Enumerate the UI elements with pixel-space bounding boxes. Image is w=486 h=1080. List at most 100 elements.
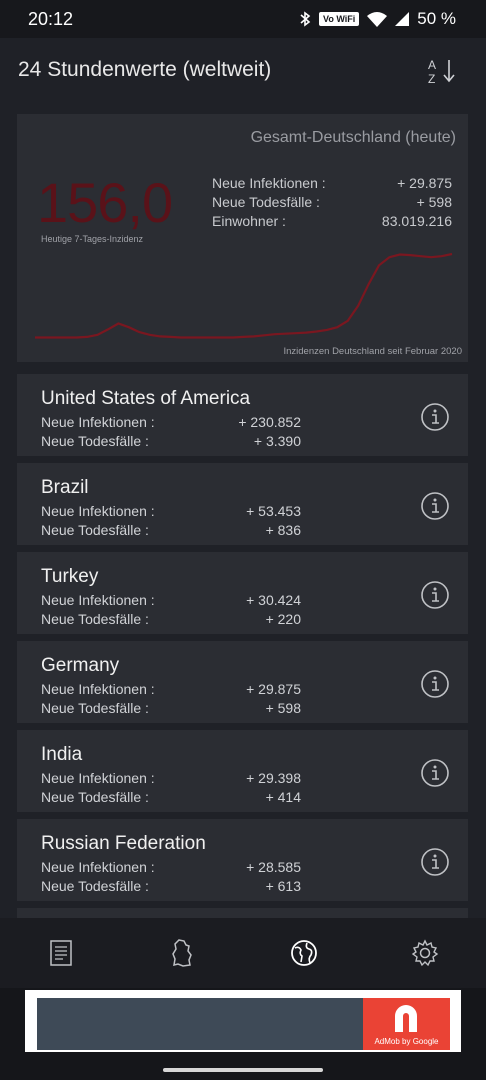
bluetooth-icon <box>300 11 311 27</box>
nav-world[interactable] <box>243 918 365 988</box>
ad-caption: AdMob by Google <box>374 1037 439 1046</box>
country-name: Turkey <box>41 566 99 587</box>
chart-caption: Inzidenzen Deutschland seit Februar 2020 <box>283 346 462 357</box>
incidence-label: Heutige 7-Tages-Inzidenz <box>41 234 144 244</box>
country-name: Russian Federation <box>41 833 206 854</box>
deaths-label: Neue Todesfälle : <box>41 611 149 627</box>
deaths-value: + 836 <box>265 522 301 538</box>
nav-news[interactable] <box>0 918 122 988</box>
country-name: Brazil <box>41 477 89 498</box>
list-item-country[interactable]: Brazil Neue Infektionen : + 53.453 Neue T… <box>17 463 468 545</box>
infections-row: Neue Infektionen : + 30.424 <box>41 592 301 608</box>
ad-banner[interactable]: AdMob by Google <box>25 990 461 1052</box>
infections-label: Neue Infektionen : <box>41 859 155 875</box>
list-item-country[interactable]: Turkey Neue Infektionen : + 30.424 Neue T… <box>17 552 468 634</box>
stat-label: Einwohner : <box>212 213 286 229</box>
infections-value: + 28.585 <box>246 859 301 875</box>
info-icon[interactable] <box>420 402 450 432</box>
status-bar: 20:12 Vo WiFi 50 % <box>0 0 486 38</box>
wifi-icon <box>367 12 388 27</box>
info-icon[interactable] <box>420 491 450 521</box>
admob-logo: AdMob by Google <box>363 998 450 1050</box>
info-icon[interactable] <box>420 669 450 699</box>
deaths-row: Neue Todesfälle : + 414 <box>41 789 301 805</box>
signal-icon <box>395 12 410 26</box>
deaths-row: Neue Todesfälle : + 598 <box>41 700 301 716</box>
stat-row-infections: Neue Infektionen : + 29.875 <box>212 175 452 194</box>
deaths-label: Neue Todesfälle : <box>41 878 149 894</box>
deaths-row: Neue Todesfälle : + 836 <box>41 522 301 538</box>
germany-summary-title: Gesamt-Deutschland (heute) <box>250 129 456 146</box>
infections-value: + 230.852 <box>238 414 301 430</box>
nav-germany[interactable] <box>122 918 244 988</box>
page-title: 24 Stundenwerte (weltweit) <box>18 58 272 81</box>
list-item-country[interactable]: Germany Neue Infektionen : + 29.875 Neue … <box>17 641 468 723</box>
infections-row: Neue Infektionen : + 28.585 <box>41 859 301 875</box>
deaths-value: + 220 <box>265 611 301 627</box>
germany-summary-card[interactable]: Gesamt-Deutschland (heute) 156,0 Heutige… <box>17 114 468 362</box>
incidence-value: 156,0 <box>37 171 173 234</box>
deaths-row: Neue Todesfälle : + 3.390 <box>41 433 301 449</box>
gesture-bar[interactable] <box>163 1068 323 1072</box>
country-list: United States of America Neue Infektione… <box>17 374 468 926</box>
deaths-label: Neue Todesfälle : <box>41 522 149 538</box>
deaths-value: + 3.390 <box>253 433 301 449</box>
deaths-label: Neue Todesfälle : <box>41 789 149 805</box>
list-item-country[interactable]: United States of America Neue Infektione… <box>17 374 468 456</box>
incidence-series-line <box>35 252 453 339</box>
deaths-value: + 613 <box>265 878 301 894</box>
deaths-row: Neue Todesfälle : + 220 <box>41 611 301 627</box>
news-list-icon <box>50 940 72 966</box>
infections-label: Neue Infektionen : <box>41 503 155 519</box>
admob-icon <box>395 1005 417 1032</box>
infections-value: + 53.453 <box>246 503 301 519</box>
nav-settings[interactable] <box>365 918 486 988</box>
info-icon[interactable] <box>420 847 450 877</box>
infections-label: Neue Infektionen : <box>41 681 155 697</box>
infections-value: + 29.875 <box>246 681 301 697</box>
infections-value: + 29.398 <box>246 770 301 786</box>
stat-label: Neue Infektionen : <box>212 175 326 191</box>
deaths-label: Neue Todesfälle : <box>41 433 149 449</box>
infections-value: + 30.424 <box>246 592 301 608</box>
country-name: India <box>41 744 83 765</box>
infections-label: Neue Infektionen : <box>41 414 155 430</box>
stat-value: + 598 <box>416 194 452 210</box>
ad-area: AdMob by Google <box>0 988 486 1080</box>
stat-row-deaths: Neue Todesfälle : + 598 <box>212 194 452 213</box>
sort-letter-z: Z <box>428 72 435 86</box>
deaths-value: + 598 <box>265 700 301 716</box>
germany-map-icon <box>172 939 193 967</box>
country-name: United States of America <box>41 388 251 409</box>
stat-value: + 29.875 <box>397 175 452 191</box>
bottom-navigation <box>0 918 486 988</box>
deaths-row: Neue Todesfälle : + 613 <box>41 878 301 894</box>
deaths-label: Neue Todesfälle : <box>41 700 149 716</box>
ad-placeholder <box>37 998 363 1050</box>
deaths-value: + 414 <box>265 789 301 805</box>
infections-row: Neue Infektionen : + 53.453 <box>41 503 301 519</box>
sort-letter-a: A <box>428 58 436 72</box>
infections-row: Neue Infektionen : + 230.852 <box>41 414 301 430</box>
globe-icon <box>290 940 317 966</box>
sort-az-icon[interactable]: A Z <box>426 56 458 88</box>
info-icon[interactable] <box>420 758 450 788</box>
stat-value: 83.019.216 <box>381 213 452 229</box>
infections-row: Neue Infektionen : + 29.398 <box>41 770 301 786</box>
infections-label: Neue Infektionen : <box>41 592 155 608</box>
status-time: 20:12 <box>28 9 74 29</box>
list-item-country[interactable]: India Neue Infektionen : + 29.398 Neue To… <box>17 730 468 812</box>
app-bar: 24 Stundenwerte (weltweit) A Z <box>0 38 486 106</box>
battery-percent: 50 % <box>417 9 456 28</box>
list-item-country[interactable]: Russian Federation Neue Infektionen : + 2… <box>17 819 468 901</box>
country-name: Germany <box>41 655 120 676</box>
stat-label: Neue Todesfälle : <box>212 194 320 210</box>
germany-stats: Neue Infektionen : + 29.875 Neue Todesfä… <box>212 175 452 232</box>
status-icons: Vo WiFi 50 % <box>299 9 456 29</box>
infections-label: Neue Infektionen : <box>41 770 155 786</box>
info-icon[interactable] <box>420 580 450 610</box>
stat-row-population: Einwohner : 83.019.216 <box>212 213 452 232</box>
infections-row: Neue Infektionen : + 29.875 <box>41 681 301 697</box>
vowifi-badge: Vo WiFi <box>319 12 360 26</box>
incidence-line-chart <box>35 252 453 339</box>
